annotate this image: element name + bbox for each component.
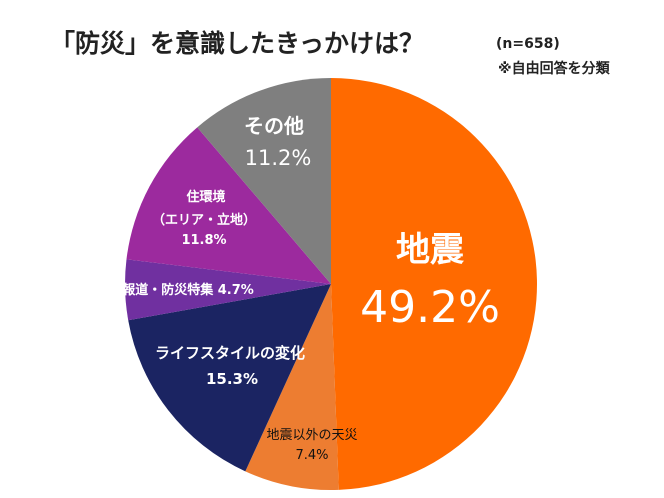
pie-slice-0 bbox=[331, 78, 537, 490]
slice-label-residence: 住環境 bbox=[186, 190, 226, 205]
pie-slice-1 bbox=[245, 284, 339, 490]
slice-label-lifestyle: ライフスタイルの変化 bbox=[154, 344, 306, 362]
slice-value-earthquake: 49.2% bbox=[360, 282, 500, 333]
sample-size: (n=658) bbox=[496, 36, 560, 52]
chart-note: ※自由回答を分類 bbox=[498, 61, 610, 77]
pie-slice-4 bbox=[126, 127, 331, 284]
slice-label-earthquake: 地震 bbox=[396, 230, 464, 270]
slice-sublabel-residence: （エリア・立地） bbox=[151, 213, 257, 228]
pie-slice-3 bbox=[124, 259, 331, 321]
pie-slice-2 bbox=[128, 284, 331, 472]
slice-value-lifestyle: 15.3% bbox=[205, 370, 259, 388]
slice-label-others: その他 bbox=[244, 114, 304, 138]
pie-slice-5 bbox=[197, 78, 331, 284]
slice-label-news-text: 報道・防災特集 bbox=[122, 283, 214, 298]
slice-value-others: 11.2% bbox=[244, 146, 312, 170]
slice-value-residence: 11.8% bbox=[181, 233, 227, 248]
slice-label-other-disaster: 地震以外の天災 bbox=[266, 428, 358, 443]
chart-title: 「防災」を意識したきっかけは？ bbox=[50, 29, 425, 58]
slice-value-news: 4.7% bbox=[217, 283, 254, 298]
slice-value-other-disaster: 7.4% bbox=[295, 448, 329, 463]
slice-label-news: 報道・防災特集 4.7% bbox=[122, 279, 254, 298]
